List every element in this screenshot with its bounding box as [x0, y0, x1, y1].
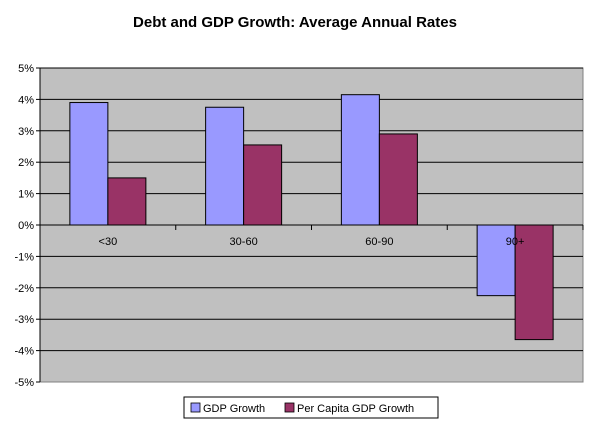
legend-box — [183, 396, 439, 419]
legend-label-per-capita-gdp-growth: Per Capita GDP Growth — [297, 403, 414, 415]
y-tick-label: -5% — [14, 377, 34, 389]
bar-gdp-growth — [69, 102, 109, 226]
y-tick-label: 0% — [18, 220, 34, 232]
bar-gdp-growth — [340, 94, 380, 226]
category-label: 90+ — [506, 236, 525, 248]
y-tick-label: -4% — [14, 346, 34, 358]
y-tick-label: 3% — [18, 126, 34, 138]
bars — [69, 94, 554, 341]
bar-per-capita-gdp-growth — [514, 224, 554, 341]
y-tick-label: 5% — [18, 63, 34, 75]
chart-title: Debt and GDP Growth: Average Annual Rate… — [133, 14, 457, 31]
y-tick-label: -2% — [14, 283, 34, 295]
bar-gdp-growth — [476, 224, 516, 297]
legend-label-gdp-growth: GDP Growth — [203, 403, 265, 415]
y-tick-label: 1% — [18, 189, 34, 201]
legend-swatch-gdp-growth — [190, 402, 201, 413]
y-tick-label: -1% — [14, 251, 34, 263]
bar-per-capita-gdp-growth — [378, 133, 418, 226]
y-tick-label: 4% — [18, 94, 34, 106]
y-tick-label: 2% — [18, 157, 34, 169]
category-label: 30-60 — [230, 236, 258, 248]
legend: GDP Growth Per Capita GDP Growth — [183, 396, 439, 419]
bar-gdp-growth — [205, 106, 245, 226]
bar-per-capita-gdp-growth — [243, 144, 283, 226]
y-axis: 5% 4% 3% 2% 1% 0% -1% -2% -3% -4% -5% — [14, 63, 41, 389]
category-label: <30 — [99, 236, 118, 248]
y-tick-label: -3% — [14, 314, 34, 326]
legend-swatch-per-capita-gdp-growth — [284, 402, 295, 413]
bar-per-capita-gdp-growth — [107, 177, 147, 226]
x-axis-category-labels: <30 30-60 60-90 90+ — [39, 225, 584, 248]
category-label: 60-90 — [365, 236, 393, 248]
